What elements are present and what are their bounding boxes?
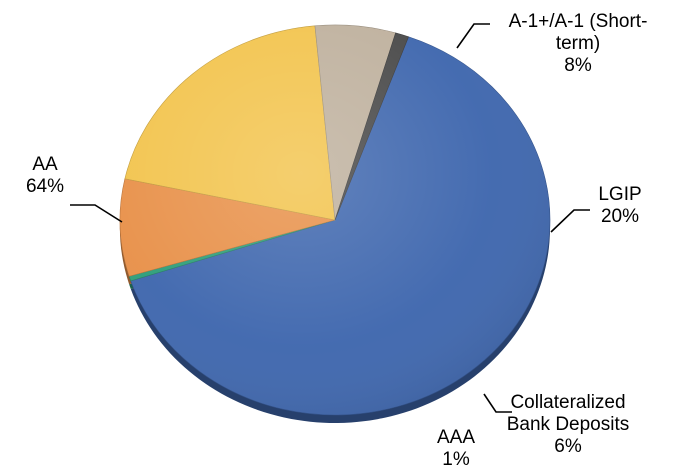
slice-label: AA 64% (26, 154, 64, 197)
slice-label-line: Collateralized (510, 392, 625, 413)
pie-shading (120, 25, 550, 415)
leader-line (456, 23, 490, 49)
leader-lines (70, 23, 590, 413)
slice-label-line: LGIP (598, 184, 641, 205)
slice-label: Collateralized Bank Deposits 6% (507, 392, 630, 457)
slice-label-line: A-1+/A-1 (Short- (509, 11, 648, 32)
slice-label: A-1+/A-1 (Short-term) 8% (509, 11, 648, 76)
slice-labels: AA 64% A-1+/A-1 (Short-term) 8% LGIP 20% Colla… (26, 11, 647, 470)
slice-label-line: 20% (601, 206, 639, 227)
slice-label-line: 1% (442, 449, 470, 470)
slice-label-line: Bank Deposits (507, 414, 630, 435)
slice-label-line: term) (556, 33, 600, 54)
slice-label: LGIP 20% (598, 184, 641, 227)
leader-line (483, 393, 512, 413)
slice-label-line: 8% (564, 55, 592, 76)
pie-shine (120, 25, 550, 415)
slice-label-line: AA (32, 154, 58, 175)
slice-label: AAA 1% (437, 427, 475, 470)
slice-label-line: AAA (437, 427, 475, 448)
leader-line (70, 204, 123, 223)
leader-line (550, 209, 590, 233)
slice-label-line: 64% (26, 176, 64, 197)
slice-label-line: 6% (554, 436, 582, 457)
